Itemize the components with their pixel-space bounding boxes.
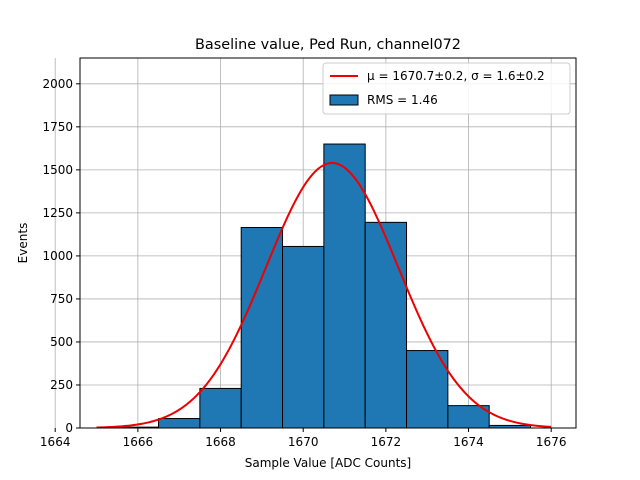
x-tick-label: 1664 [40, 435, 71, 449]
x-tick-label: 1672 [371, 435, 402, 449]
histogram-bar [282, 245, 325, 429]
y-tick-label: 2000 [42, 77, 73, 91]
x-tick-label: 1668 [205, 435, 236, 449]
y-tick-label: 1500 [42, 163, 73, 177]
legend-label: μ = 1670.7±0.2, σ = 1.6±0.2 [367, 69, 545, 83]
y-tick-label: 500 [50, 335, 73, 349]
y-tick-label: 250 [50, 378, 73, 392]
y-tick-label: 1000 [42, 249, 73, 263]
y-axis-label: Events [16, 223, 30, 264]
histogram-bar [199, 387, 242, 429]
x-axis-label: Sample Value [ADC Counts] [245, 456, 411, 470]
histogram-bars [116, 143, 532, 429]
x-tick-label: 1674 [453, 435, 484, 449]
fit-curve-layer [96, 161, 552, 429]
y-tick-label: 750 [50, 292, 73, 306]
histogram-bar [364, 221, 408, 429]
plot-frame [79, 57, 577, 429]
y-tick-label: 1750 [42, 120, 73, 134]
y-tick-label: 1250 [42, 206, 73, 220]
histogram-bar [240, 227, 284, 429]
y-tick-label: 0 [65, 421, 73, 435]
histogram-bar [323, 143, 366, 429]
histogram-bar [158, 418, 201, 429]
legend-label: RMS = 1.46 [367, 93, 438, 107]
legend: μ = 1670.7±0.2, σ = 1.6±0.2 RMS = 1.46 [322, 62, 571, 115]
x-tick-label: 1670 [288, 435, 319, 449]
chart-title: Baseline value, Ped Run, channel072 [195, 37, 461, 53]
legend-box [322, 62, 571, 115]
x-tick-label: 1676 [536, 435, 567, 449]
y-axis-ticks: 0 250 500 750 1000 1250 1500 1750 2000 [42, 77, 80, 435]
x-axis-ticks: 1664 1666 1668 1670 1672 1674 1676 [40, 428, 567, 449]
x-tick-label: 1666 [123, 435, 154, 449]
legend-patch-swatch [329, 94, 359, 106]
gaussian-fit-curve [96, 161, 552, 429]
